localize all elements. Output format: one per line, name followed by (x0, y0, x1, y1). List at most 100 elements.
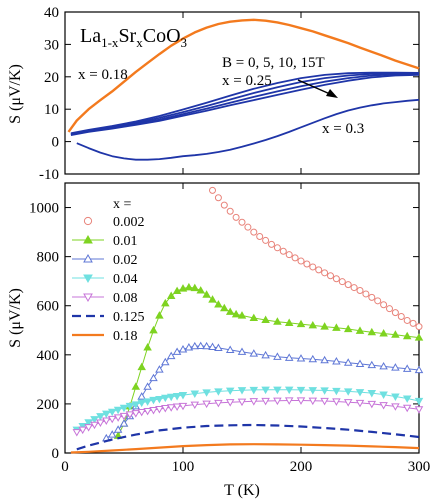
top-series-x-0.25-b-5t (70, 72, 420, 136)
data-point-x-0.01 (320, 322, 329, 330)
data-point-x-0.01 (131, 382, 141, 390)
data-point-x-0.01 (261, 315, 270, 324)
data-point-x-0.002 (338, 278, 346, 286)
data-point-x-0.08 (332, 398, 341, 406)
data-point-x-0.002 (332, 275, 340, 283)
bottom-plot-frame (64, 182, 420, 454)
data-point-x-0.002 (273, 244, 281, 252)
data-point-x-0.08 (131, 410, 141, 418)
data-point-x-0.04 (161, 394, 170, 403)
data-point-x-0.02 (208, 342, 217, 351)
data-point-x-0.08 (172, 403, 182, 412)
top-axis-ticks: -10 0 10 20 30 40 (39, 5, 420, 183)
data-point-x-0.08 (414, 406, 424, 414)
data-point-x-0.04 (107, 408, 117, 417)
annotation-x-0.3: x = 0.3 (322, 121, 364, 137)
data-point-x-0.08 (367, 400, 377, 409)
data-point-x-0.04 (178, 392, 188, 400)
data-point-x-0.002 (403, 316, 411, 324)
data-point-x-0.08 (113, 414, 123, 422)
data-point-x-0.02 (149, 373, 158, 382)
annotation-x-0.18: x = 0.18 (78, 67, 128, 83)
data-point-x-0.02 (273, 352, 282, 360)
data-point-x-0.002 (315, 266, 323, 274)
data-point-x-0.08 (107, 415, 117, 424)
data-point-x-0.04 (125, 402, 135, 411)
data-point-x-0.02 (284, 353, 294, 361)
annotation-field-values: B = 0, 5, 10, 15T (222, 55, 325, 71)
data-point-x-0.08 (96, 419, 105, 427)
data-point-x-0.02 (249, 349, 259, 357)
data-point-x-0.02 (190, 341, 200, 350)
data-point-x-0.04 (166, 393, 176, 402)
data-point-x-0.02 (379, 361, 388, 370)
data-point-x-0.02 (202, 341, 211, 350)
data-point-x-0.08 (343, 399, 353, 407)
data-point-x-0.01 (155, 311, 164, 319)
data-point-x-0.08 (84, 424, 93, 432)
data-point-x-0.02 (225, 345, 235, 353)
legend-title: x = (113, 197, 132, 212)
data-point-x-0.01 (332, 323, 341, 331)
data-point-x-0.04 (273, 386, 282, 395)
data-point-x-0.04 (414, 397, 424, 406)
bottom-panel: 0 200 400 600 800 1000 0 100 200 300 S (μV/K) T (… (7, 182, 430, 499)
data-point-x-0.002 (268, 240, 275, 248)
data-point-x-0.02 (143, 382, 152, 390)
legend-label: 0.002 (113, 215, 145, 230)
data-point-x-0.08 (308, 397, 318, 406)
legend-marker (83, 234, 93, 244)
data-point-x-0.002 (297, 257, 305, 265)
data-point-x-0.02 (166, 351, 176, 360)
data-point-x-0.08 (320, 397, 329, 406)
data-point-x-0.01 (225, 307, 235, 315)
data-point-x-0.04 (379, 391, 388, 399)
series-line-0.18 (70, 443, 420, 454)
bottom-y-tick-label: 600 (37, 299, 60, 315)
data-point-x-0.01 (414, 333, 424, 341)
top-y-tick-label: 40 (44, 5, 59, 21)
data-point-x-0.01 (178, 284, 188, 292)
data-point-x-0.04 (172, 393, 182, 401)
data-point-x-0.01 (273, 317, 282, 325)
series-x-0.08 (72, 397, 424, 437)
field-arrow-shaft (297, 79, 331, 95)
data-point-x-0.08 (155, 406, 164, 414)
data-point-x-0.01 (214, 300, 223, 308)
series-x-0.002 (209, 186, 423, 331)
data-point-x-0.04 (249, 386, 259, 395)
data-point-x-0.02 (113, 425, 123, 433)
data-point-x-0.002 (250, 228, 258, 236)
data-point-x-0.04 (119, 404, 129, 413)
legend-label: 0.01 (113, 234, 138, 249)
data-point-x-0.01 (208, 295, 217, 303)
data-point-x-0.01 (367, 327, 377, 336)
data-point-x-0.01 (190, 283, 200, 292)
data-point-x-0.01 (391, 330, 400, 338)
data-point-x-0.02 (237, 347, 247, 355)
field-arrow-head (326, 89, 338, 98)
data-point-x-0.08 (379, 402, 388, 410)
data-point-x-0.002 (327, 272, 334, 280)
data-point-x-0.04 (149, 396, 158, 405)
data-point-x-0.04 (78, 422, 87, 431)
bottom-y-tick-label: 400 (37, 348, 60, 364)
data-point-x-0.01 (202, 290, 211, 298)
legend-label: 0.02 (113, 253, 138, 268)
data-point-x-0.02 (308, 354, 318, 363)
data-point-x-0.08 (391, 403, 400, 411)
legend-entry-0.04: 0.04 (72, 272, 138, 287)
data-point-x-0.002 (309, 263, 317, 271)
series-x-0.01 (113, 282, 424, 439)
data-point-x-0.02 (214, 343, 223, 351)
data-point-x-0.002 (238, 218, 246, 226)
data-point-x-0.08 (249, 398, 259, 406)
data-point-x-0.002 (214, 194, 222, 202)
data-point-x-0.04 (320, 387, 329, 395)
top-series-x-0.25-b-10t (70, 72, 419, 135)
data-point-x-0.08 (225, 399, 235, 407)
data-point-x-0.01 (249, 313, 259, 322)
data-point-x-0.002 (374, 297, 382, 305)
data-point-x-0.002 (344, 281, 352, 289)
legend-entry-0.08: 0.08 (72, 291, 138, 306)
